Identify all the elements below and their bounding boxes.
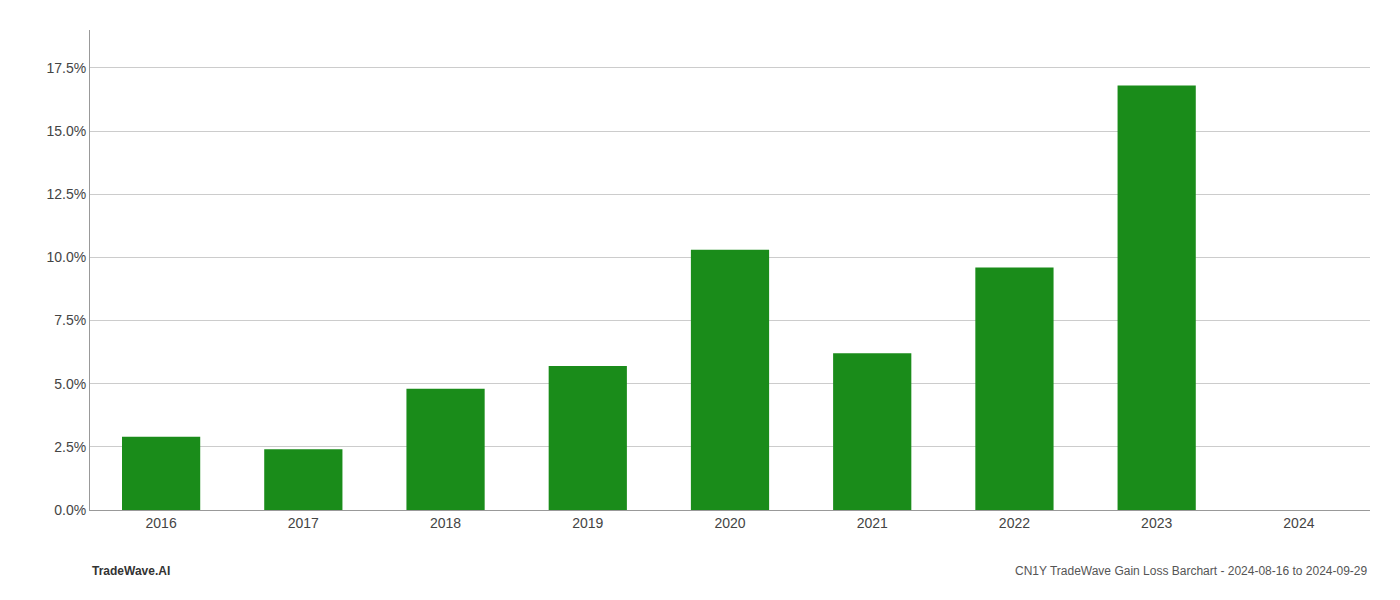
svg-text:CN1Y TradeWave Gain Loss Barch: CN1Y TradeWave Gain Loss Barchart - 2024… (1015, 564, 1368, 578)
svg-text:2024: 2024 (1283, 515, 1314, 531)
svg-text:5.0%: 5.0% (54, 376, 86, 392)
svg-text:0.0%: 0.0% (54, 502, 86, 518)
svg-text:12.5%: 12.5% (46, 186, 86, 202)
svg-text:2022: 2022 (999, 515, 1030, 531)
svg-text:2019: 2019 (572, 515, 603, 531)
svg-text:15.0%: 15.0% (46, 123, 86, 139)
svg-text:10.0%: 10.0% (46, 249, 86, 265)
svg-text:2.5%: 2.5% (54, 439, 86, 455)
svg-text:2023: 2023 (1141, 515, 1172, 531)
svg-text:7.5%: 7.5% (54, 312, 86, 328)
svg-text:2016: 2016 (146, 515, 177, 531)
svg-text:2017: 2017 (288, 515, 319, 531)
svg-text:17.5%: 17.5% (46, 60, 86, 76)
svg-text:2018: 2018 (430, 515, 461, 531)
svg-text:2021: 2021 (857, 515, 888, 531)
svg-text:2020: 2020 (714, 515, 745, 531)
svg-text:TradeWave.AI: TradeWave.AI (92, 564, 170, 578)
